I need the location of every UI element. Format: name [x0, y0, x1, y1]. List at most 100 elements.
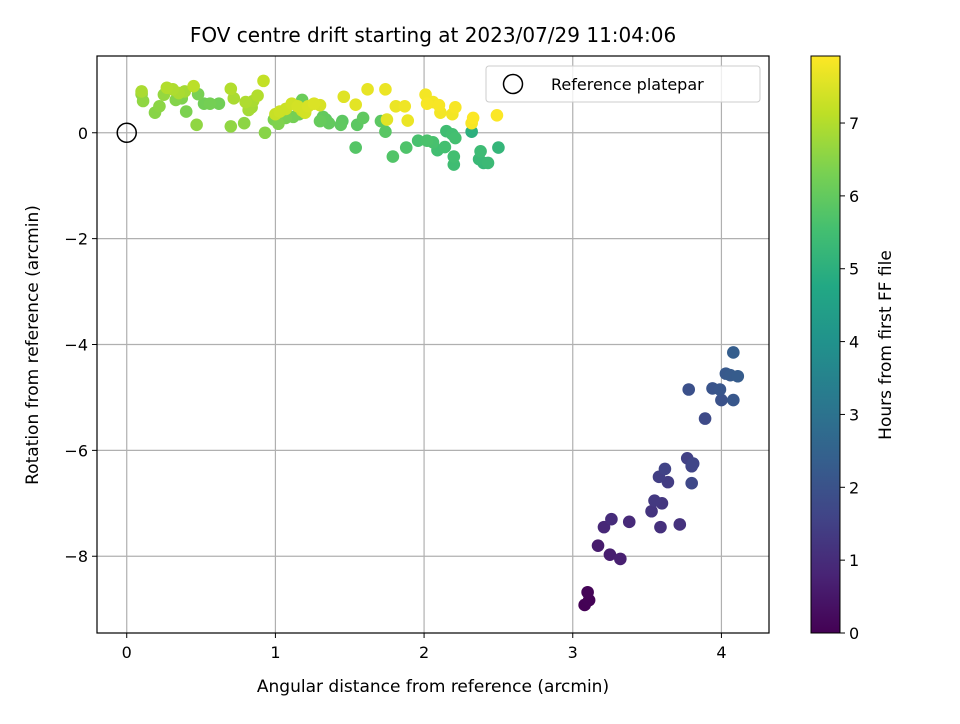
data-point: [420, 97, 434, 110]
data-point: [648, 494, 661, 507]
data-point: [438, 140, 452, 154]
data-point: [654, 520, 667, 534]
grid: [97, 56, 769, 633]
data-point: [334, 118, 348, 132]
colorbar-tick-label: 2: [849, 478, 859, 497]
data-point: [490, 108, 504, 122]
data-point: [432, 98, 446, 112]
x-tick-label: 1: [270, 643, 280, 662]
colorbar-tick-label: 4: [849, 333, 859, 352]
data-point: [251, 89, 264, 103]
colorbar-tick-label: 6: [849, 187, 859, 206]
x-tick-label: 4: [716, 643, 726, 662]
data-point: [361, 83, 374, 96]
legend-box: [485, 65, 761, 103]
data-point: [492, 141, 505, 154]
data-point: [227, 92, 241, 105]
data-point: [135, 85, 148, 98]
data-point: [614, 552, 627, 566]
data-point: [349, 98, 362, 112]
data-point: [658, 462, 672, 476]
y-tick-label: −8: [64, 547, 88, 566]
data-point: [622, 515, 636, 529]
data-point: [179, 105, 193, 118]
y-axis-ticks: 0 −2 −4 −6 −8: [64, 124, 97, 566]
data-point: [203, 97, 217, 110]
data-point: [379, 125, 392, 138]
data-point: [411, 134, 425, 147]
data-point: [380, 113, 394, 126]
data-point: [731, 369, 745, 383]
data-point: [239, 95, 252, 109]
data-point: [727, 346, 740, 359]
chart-title: FOV centre drift starting at 2023/07/29 …: [190, 23, 676, 47]
data-point: [645, 504, 658, 518]
y-tick-label: −2: [64, 230, 88, 249]
data-point: [257, 74, 270, 88]
data-point: [597, 520, 611, 534]
colorbar-label: Hours from first FF file: [876, 250, 896, 440]
data-point: [715, 393, 728, 407]
colorbar-gradient: [810, 55, 841, 634]
data-point: [605, 512, 618, 526]
data-point: [673, 518, 687, 531]
data-point: [237, 116, 251, 130]
data-point: [356, 111, 370, 125]
data-point: [224, 82, 238, 96]
data-point: [686, 457, 700, 470]
x-tick-label: 3: [568, 643, 578, 662]
data-point: [272, 117, 285, 131]
legend: Reference platepar: [485, 65, 761, 103]
legend-marker-open-circle: [502, 73, 524, 95]
data-point: [682, 383, 696, 396]
x-axis-label: Angular distance from reference (arcmin): [257, 677, 609, 697]
data-point: [466, 111, 480, 125]
colorbar-tick-label: 0: [849, 624, 859, 643]
legend-label: Reference platepar: [551, 75, 704, 94]
data-point: [153, 99, 166, 113]
y-tick-label: −4: [64, 336, 88, 355]
colorbar-tick-label: 5: [849, 260, 859, 279]
x-axis-ticks: 0 1 2 3 4: [122, 633, 727, 662]
data-point: [399, 141, 413, 154]
data-point: [386, 150, 400, 163]
data-point: [581, 585, 594, 599]
colorbar-tick-label: 7: [849, 114, 859, 133]
y-tick-label: 0: [78, 124, 88, 143]
colorbar-tick-label: 3: [849, 405, 859, 424]
data-point: [481, 156, 495, 170]
data-point: [449, 131, 462, 145]
data-point: [160, 81, 174, 95]
data-point: [447, 150, 461, 163]
data-point: [258, 126, 272, 140]
plot-area: 0 1 2 3 4 0 −2 −4 −6 −8: [64, 55, 770, 662]
colorbar-ticks: 0 1 2 3 4 5 6 7: [840, 114, 859, 643]
data-point: [190, 118, 203, 132]
data-point: [401, 114, 415, 127]
y-tick-label: −6: [64, 441, 88, 460]
colorbar-tick-label: 1: [849, 551, 859, 570]
data-points: [135, 74, 745, 612]
x-tick-label: 0: [122, 643, 132, 662]
data-point: [713, 383, 727, 396]
data-point: [212, 97, 226, 110]
data-point: [591, 539, 605, 552]
data-point: [420, 134, 434, 147]
data-point: [449, 101, 462, 114]
data-point: [379, 83, 392, 96]
data-point: [398, 99, 412, 113]
data-point: [224, 120, 238, 133]
x-tick-label: 2: [419, 643, 429, 662]
data-point: [474, 144, 487, 158]
colorbar: 0 1 2 3 4 5 6 7 Hours from first FF file: [810, 55, 896, 643]
data-point: [698, 412, 712, 425]
data-point: [349, 141, 362, 154]
data-point: [187, 79, 200, 93]
data-point: [313, 114, 327, 128]
data-point: [727, 393, 740, 407]
data-point: [337, 90, 351, 104]
reference-platepar-point: [116, 122, 137, 144]
data-point: [603, 548, 617, 561]
y-axis-label: Rotation from reference (arcmin): [23, 205, 43, 485]
